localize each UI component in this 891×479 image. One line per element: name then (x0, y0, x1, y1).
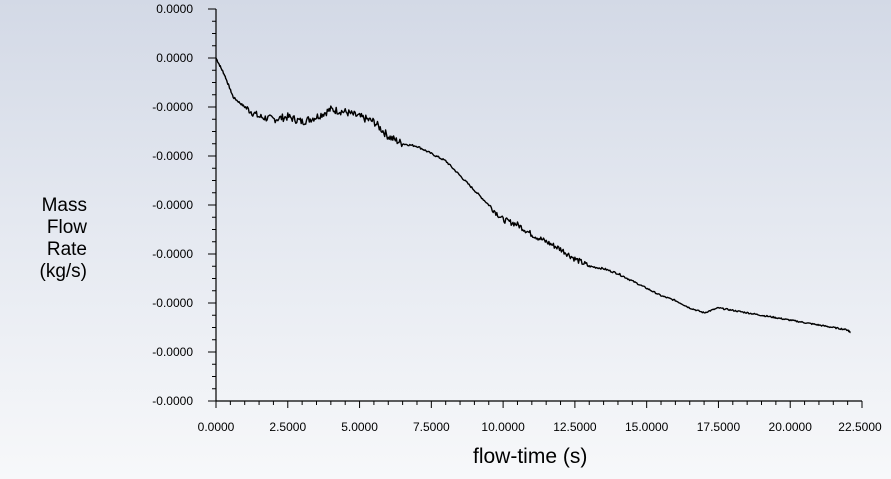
y-axis-label-line: Rate (46, 239, 87, 260)
x-tick-label: 7.5000 (413, 420, 450, 434)
y-tick-label: -0.0000 (152, 247, 193, 261)
x-tick-label: 17.5000 (697, 420, 741, 434)
y-axis-label-line: Mass (41, 195, 87, 216)
y-axis-label: Mass Flow Rate (kg/s) (40, 195, 88, 283)
y-axis-ticks: 0.0000 0.0000 -0.0000 -0.0000 -0.0000 -0.0000… (152, 2, 216, 408)
y-axis-label-line: (kg/s) (39, 261, 88, 282)
x-tick-label: 0.0000 (198, 420, 235, 434)
x-tick-label: 5.0000 (341, 420, 378, 434)
y-tick-label: -0.0000 (152, 394, 193, 408)
y-axis-label-line: Flow (46, 217, 87, 238)
x-tick-label: 20.0000 (769, 420, 813, 434)
y-tick-label: 0.0000 (156, 2, 193, 16)
y-tick-label: 0.0000 (156, 51, 193, 65)
y-tick-label: -0.0000 (152, 345, 193, 359)
x-axis-ticks: 0.0000 2.5000 5.0000 7.5000 10.0000 12.5000 15… (198, 401, 882, 434)
x-tick-label: 22.5000 (838, 420, 882, 434)
y-tick-label: -0.0000 (152, 100, 193, 114)
x-tick-label: 15.0000 (625, 420, 669, 434)
x-tick-label: 2.5000 (269, 420, 306, 434)
series-line-mass-flow-rate (215, 57, 851, 334)
y-tick-label: -0.0000 (152, 198, 193, 212)
y-tick-label: -0.0000 (152, 296, 193, 310)
x-tick-label: 12.5000 (553, 420, 597, 434)
y-tick-label: -0.0000 (152, 149, 193, 163)
x-tick-label: 10.0000 (481, 420, 525, 434)
x-axis-label: flow-time (s) (473, 445, 588, 468)
